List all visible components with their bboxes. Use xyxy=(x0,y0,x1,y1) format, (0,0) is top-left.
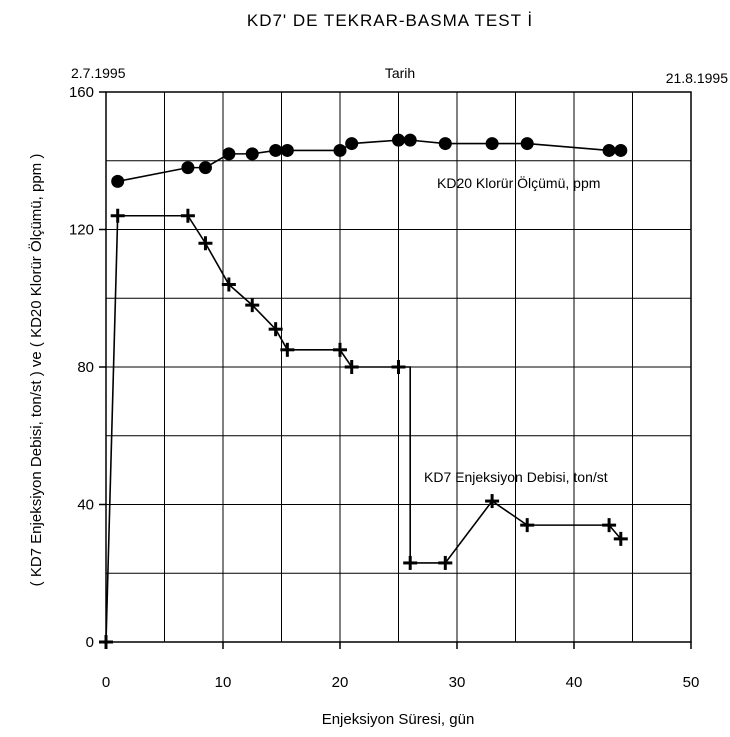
data-point-plus xyxy=(280,342,295,357)
x-tick-label: 30 xyxy=(449,674,466,691)
data-point-plus xyxy=(520,518,535,533)
data-point-circle xyxy=(614,143,628,157)
series xyxy=(99,133,628,649)
data-point-plus xyxy=(110,208,125,223)
data-point-circle xyxy=(392,133,405,147)
y-tick-labels: 0 40 80 120 160 xyxy=(69,84,106,651)
data-point-circle xyxy=(403,133,417,147)
data-point-circle xyxy=(181,161,195,175)
y-tick-label: 40 xyxy=(77,497,94,514)
x-tick-label: 40 xyxy=(566,674,583,691)
top-axis-label: Tarih xyxy=(385,65,415,81)
data-point-circle xyxy=(222,147,236,161)
data-point-circle xyxy=(333,143,347,157)
y-tick-label: 0 xyxy=(86,634,94,651)
data-point-plus xyxy=(198,236,213,251)
data-point-plus xyxy=(613,531,628,546)
chart-title: KD7' DE TEKRAR-BASMA TEST İ xyxy=(247,11,533,30)
data-point-circle xyxy=(520,137,534,151)
x-axis-label: Enjeksiyon Süresi, gün xyxy=(322,711,475,728)
data-point-plus xyxy=(438,555,453,570)
data-point-plus xyxy=(333,342,347,357)
series-label-kd7: KD7 Enjeksiyon Debisi, ton/st xyxy=(424,469,608,485)
data-point-plus xyxy=(485,494,500,509)
data-point-circle xyxy=(602,143,616,157)
data-point-plus xyxy=(245,298,260,313)
y-axis-label: ( KD7 Enjeksiyon Debisi, ton/st ) ve ( K… xyxy=(27,154,45,587)
data-point-plus xyxy=(403,555,418,570)
x-tick-label: 50 xyxy=(683,674,700,691)
data-point-circle xyxy=(280,143,294,157)
data-point-circle xyxy=(438,137,452,151)
data-point-circle xyxy=(198,161,212,175)
data-point-circle xyxy=(269,143,283,157)
series-line xyxy=(117,139,621,183)
data-point-plus xyxy=(391,360,406,374)
data-point-circle xyxy=(485,137,499,151)
data-point-circle xyxy=(245,147,259,161)
data-point-circle xyxy=(345,137,359,151)
top-axis-end-date: 21.8.1995 xyxy=(666,70,728,86)
data-point-plus xyxy=(180,208,195,223)
series-2 xyxy=(99,208,628,649)
y-tick-label: 120 xyxy=(69,222,94,239)
data-point-circle xyxy=(111,174,125,188)
top-axis-start-date: 2.7.1995 xyxy=(71,65,126,81)
series-line xyxy=(105,214,622,643)
series-1 xyxy=(111,133,628,188)
y-tick-label: 80 xyxy=(77,359,94,376)
data-point-plus xyxy=(221,277,236,292)
y-tick-label: 160 xyxy=(69,84,94,101)
x-tick-label: 10 xyxy=(215,674,232,691)
x-tick-labels: 0 10 20 30 40 50 xyxy=(102,642,700,691)
data-point-plus xyxy=(99,635,113,649)
x-tick-label: 0 xyxy=(102,674,110,691)
data-point-plus xyxy=(602,518,617,533)
x-tick-label: 20 xyxy=(332,674,349,691)
series-label-kd20: KD20 Klorür Ölçümü, ppm xyxy=(437,174,600,191)
data-point-plus xyxy=(344,360,359,374)
data-point-plus xyxy=(268,322,283,337)
